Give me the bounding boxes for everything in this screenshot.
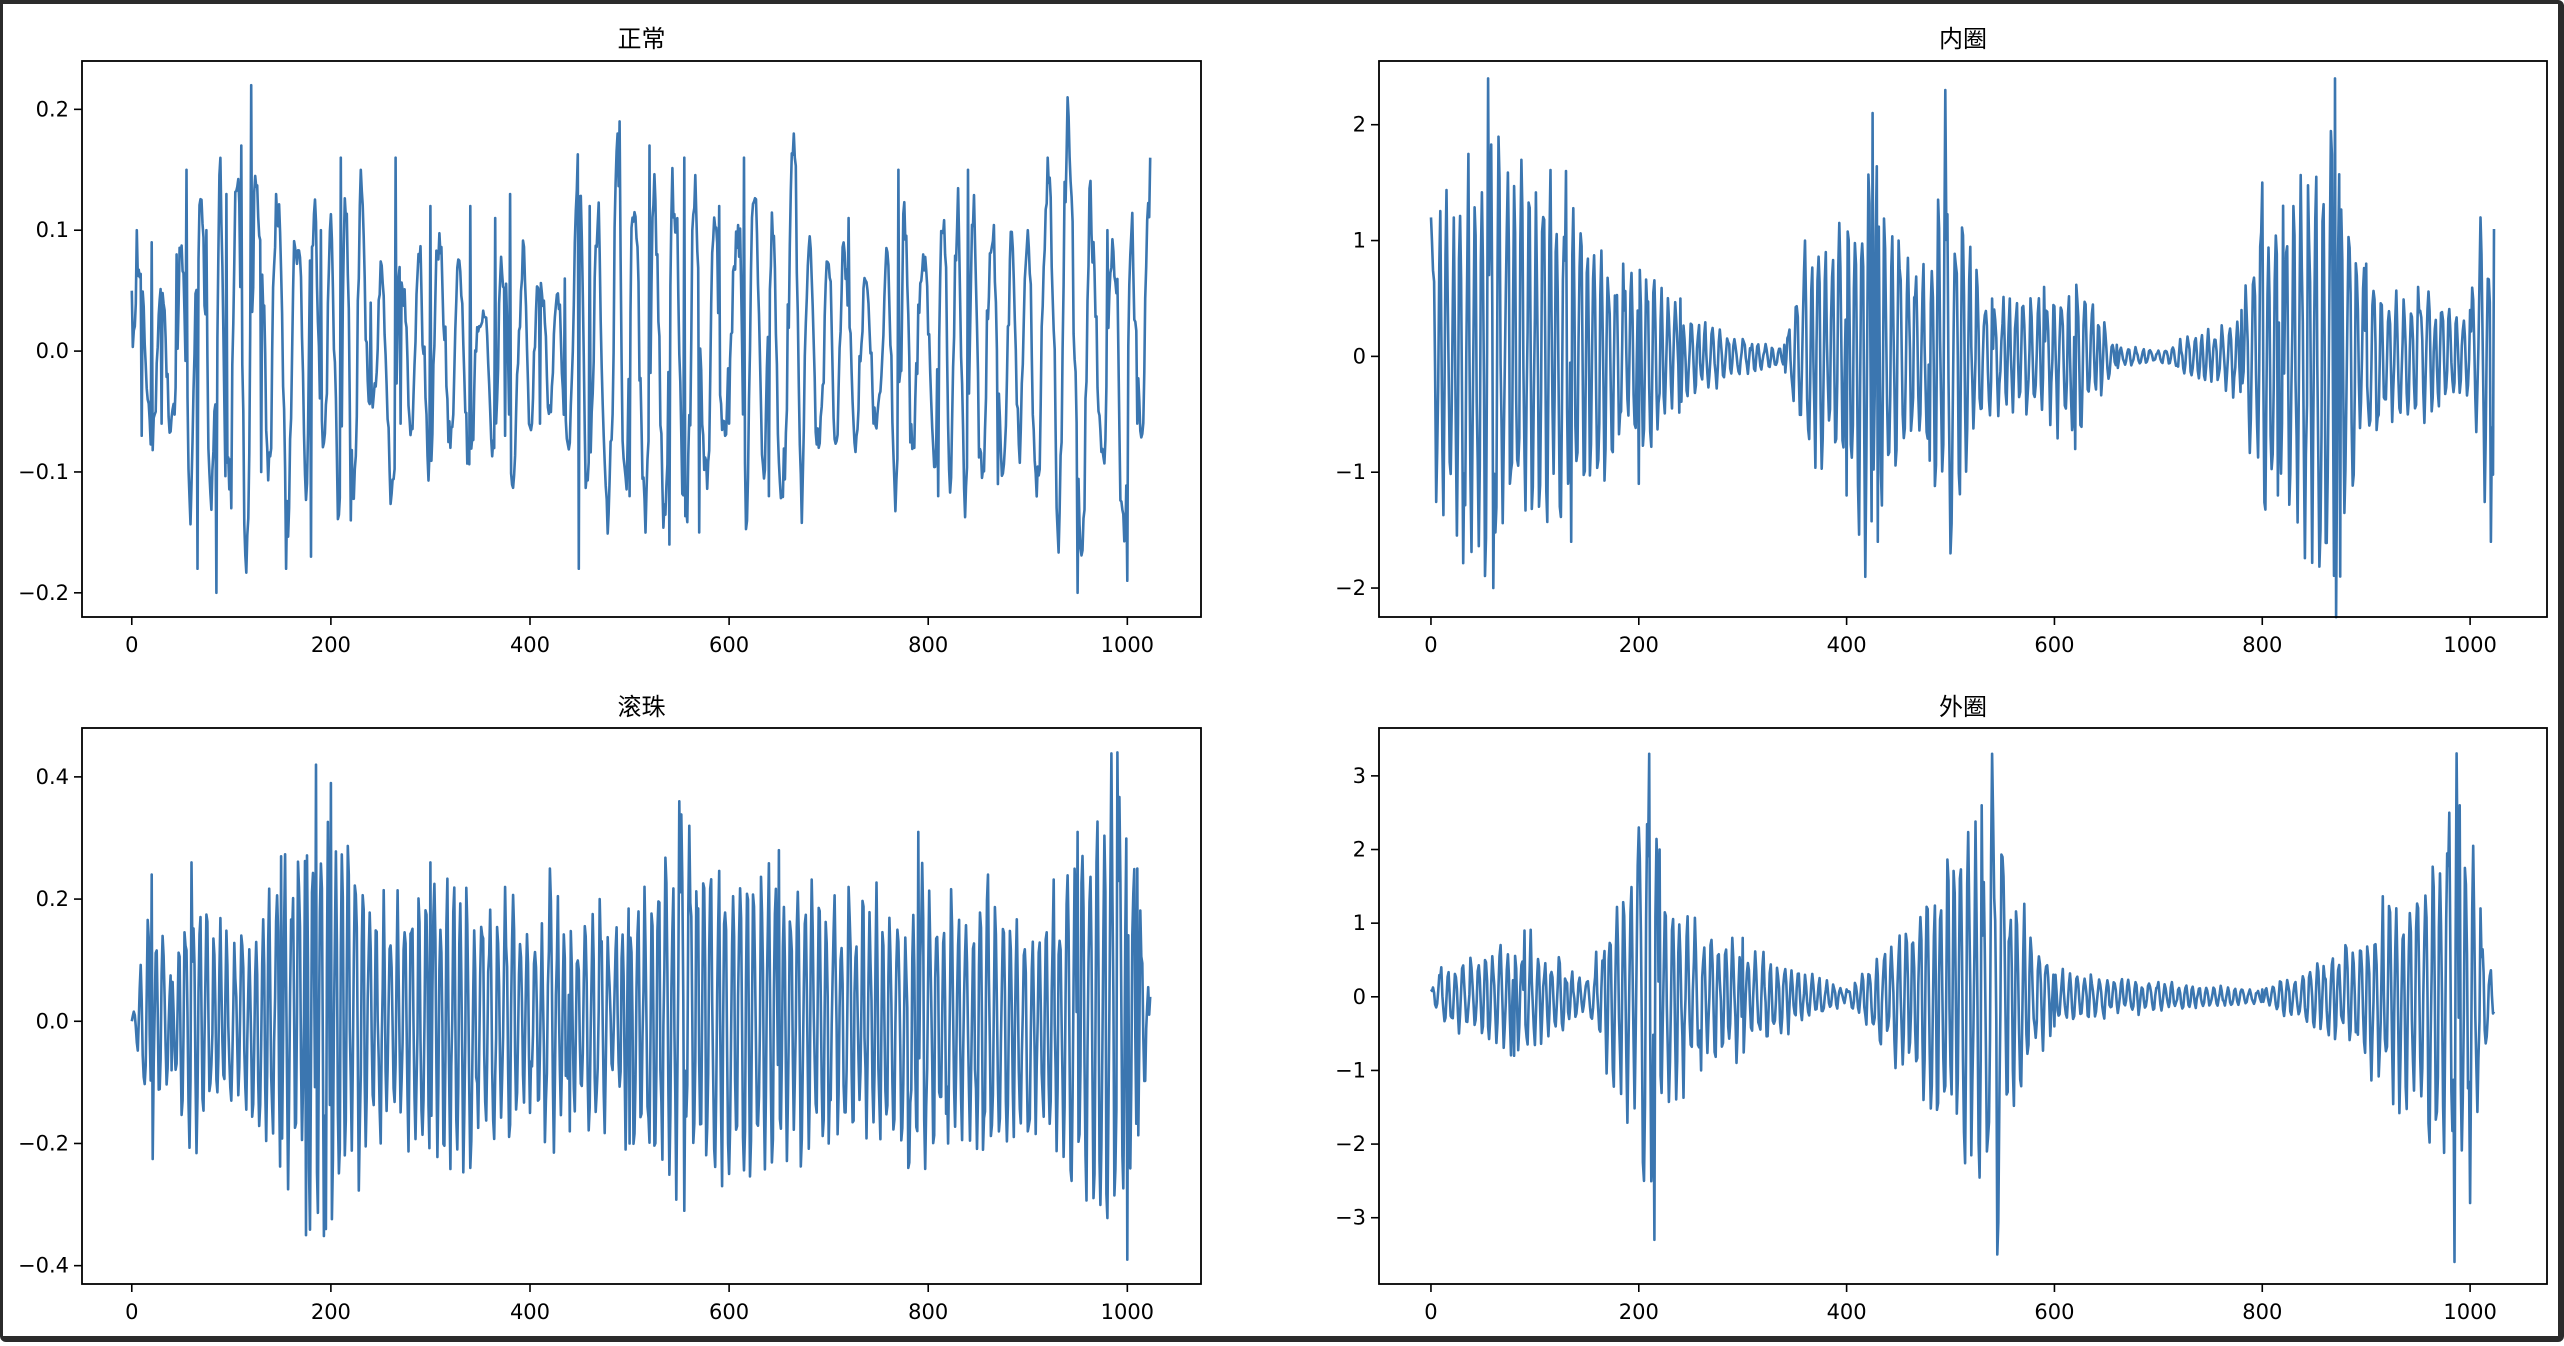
y-tick-label: 0.1 [36, 218, 69, 242]
x-tick-label: 400 [510, 633, 550, 657]
plot-area [130, 751, 1152, 1261]
x-tick-label: 400 [510, 1300, 550, 1324]
x-tick-label: 400 [1827, 1300, 1867, 1324]
y-tick-label: −2 [1335, 576, 1366, 600]
subplot-inner-race: 内圈 0 200 400 600 800 1000 −2 −1 0 1 2 [1335, 25, 2548, 657]
x-tick-label: 400 [1827, 633, 1867, 657]
x-tick-label: 800 [908, 633, 948, 657]
axis-ticks: 0 200 400 600 800 1000 −0.2 −0.1 0.0 0.1 0.2 [18, 97, 1154, 657]
axis-ticks: 0 200 400 600 800 1000 −3 −2 −1 0 1 2 3 [1335, 764, 2497, 1324]
x-tick-label: 800 [2242, 1300, 2282, 1324]
y-tick-label: 0.4 [36, 765, 69, 789]
y-tick-label: −1 [1335, 1058, 1366, 1082]
x-tick-label: 600 [2034, 1300, 2074, 1324]
axes-frame [81, 60, 1202, 618]
subplot-ball: 滚珠 0 200 400 600 800 1000 −0.4 −0.2 0.0 0.2 0.4 [18, 693, 1202, 1324]
x-tick-label: 0 [1424, 1300, 1437, 1324]
y-tick-label: 1 [1353, 911, 1366, 935]
y-tick-label: 0.0 [36, 1009, 69, 1033]
y-tick-label: −0.4 [18, 1254, 69, 1278]
x-tick-label: 200 [1619, 1300, 1659, 1324]
axis-ticks: 0 200 400 600 800 1000 −2 −1 0 1 2 [1335, 113, 2497, 657]
y-tick-label: 1 [1353, 229, 1366, 253]
y-tick-label: −3 [1335, 1206, 1366, 1230]
signal-series-line [130, 751, 1152, 1261]
y-tick-label: 0 [1353, 985, 1366, 1009]
x-tick-label: 1000 [2443, 633, 2496, 657]
y-tick-label: 3 [1353, 764, 1366, 788]
y-tick-label: −1 [1335, 460, 1366, 484]
y-tick-label: 0 [1353, 344, 1366, 368]
y-tick-label: 0.2 [36, 97, 69, 121]
x-tick-label: 1000 [1101, 633, 1154, 657]
axes-frame [81, 727, 1202, 1285]
x-tick-label: 800 [908, 1300, 948, 1324]
signal-series-line [130, 83, 1152, 595]
x-tick-label: 0 [125, 633, 138, 657]
x-tick-label: 600 [709, 1300, 749, 1324]
plot-area [1429, 77, 2496, 619]
signal-series-line [1429, 77, 2496, 619]
y-tick-label: −0.1 [18, 460, 69, 484]
y-tick-label: 0.0 [36, 339, 69, 363]
y-tick-label: −0.2 [18, 1131, 69, 1155]
subplot-title: 正常 [618, 25, 666, 53]
x-tick-label: 1000 [2443, 1300, 2496, 1324]
subplot-title: 内圈 [1939, 25, 1987, 53]
axis-ticks: 0 200 400 600 800 1000 −0.4 −0.2 0.0 0.2 0.4 [18, 765, 1154, 1324]
subplot-title: 外圈 [1939, 693, 1987, 721]
plot-area [130, 83, 1152, 595]
subplot-outer-race: 外圈 0 200 400 600 800 1000 −3 −2 −1 0 1 2 3 [1335, 693, 2548, 1324]
x-tick-label: 200 [1619, 633, 1659, 657]
x-tick-label: 600 [709, 633, 749, 657]
x-tick-label: 200 [311, 633, 351, 657]
signal-series-line [1429, 752, 2496, 1264]
plot-area [1429, 752, 2496, 1264]
x-tick-label: 0 [125, 1300, 138, 1324]
x-tick-label: 600 [2034, 633, 2074, 657]
subplot-normal: 正常 0 200 400 600 800 1000 −0.2 −0.1 0.0 0.1 0.2 [18, 25, 1202, 657]
x-tick-label: 0 [1424, 633, 1437, 657]
x-tick-label: 800 [2242, 633, 2282, 657]
axes-frame [1378, 60, 2548, 618]
y-tick-label: 2 [1353, 838, 1366, 862]
y-tick-label: −0.2 [18, 581, 69, 605]
axes-frame [1378, 727, 2548, 1285]
x-tick-label: 1000 [1101, 1300, 1154, 1324]
y-tick-label: −2 [1335, 1132, 1366, 1156]
y-tick-label: 0.2 [36, 887, 69, 911]
x-tick-label: 200 [311, 1300, 351, 1324]
subplot-title: 滚珠 [618, 693, 666, 721]
figure-canvas: 正常 0 200 400 600 800 1000−0.2−0.10.00.10.2 内圈… [18, 25, 2548, 1324]
y-tick-label: 2 [1353, 113, 1366, 137]
